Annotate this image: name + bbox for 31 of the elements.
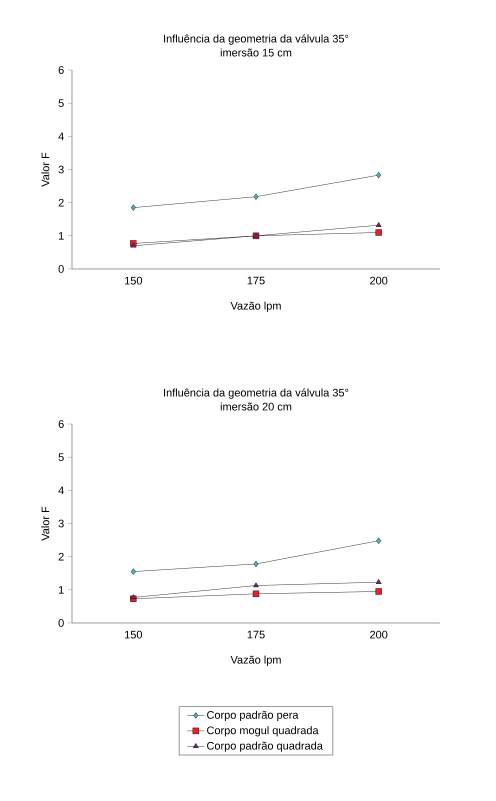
chart-title: Influência da geometria da válvula 35° xyxy=(164,34,348,45)
x-tick-label: 200 xyxy=(370,630,388,639)
y-axis-title: Valor F xyxy=(41,506,50,541)
y-tick-label: 5 xyxy=(58,99,64,107)
y-tick-label: 1 xyxy=(58,586,64,594)
y-tick-label: 0 xyxy=(58,265,64,273)
x-tick-label: 200 xyxy=(370,276,388,285)
y-tick-label: 1 xyxy=(58,232,64,240)
chart-title: Influência da geometria da válvula 35° xyxy=(164,388,348,399)
y-tick-label: 5 xyxy=(58,453,64,461)
y-tick-label: 6 xyxy=(58,420,64,428)
chart-subtitle: imersão 20 cm xyxy=(220,402,292,410)
y-tick-label: 3 xyxy=(58,166,64,174)
x-tick-label: 175 xyxy=(248,630,265,638)
y-tick-label: 2 xyxy=(58,198,64,206)
x-tick-label: 150 xyxy=(125,630,142,639)
x-axis-title: Vazão lpm xyxy=(230,656,281,666)
y-tick-label: 4 xyxy=(58,486,64,494)
x-tick-label: 175 xyxy=(248,276,265,284)
y-tick-label: 2 xyxy=(58,552,64,560)
y-tick-label: 0 xyxy=(58,619,64,627)
y-axis-title: Valor F xyxy=(41,152,50,187)
chart-subtitle: imersão 15 cm xyxy=(220,48,292,56)
x-axis-title: Vazão lpm xyxy=(230,302,281,312)
y-tick-label: 4 xyxy=(58,132,64,140)
y-tick-label: 6 xyxy=(58,66,64,74)
legend-label: Corpo mogul quadrada xyxy=(207,726,319,736)
x-tick-label: 150 xyxy=(125,276,142,285)
legend-label: Corpo padrão quadrada xyxy=(207,742,323,752)
y-tick-label: 3 xyxy=(58,520,64,528)
legend-label: Corpo padrão pera xyxy=(207,710,298,721)
